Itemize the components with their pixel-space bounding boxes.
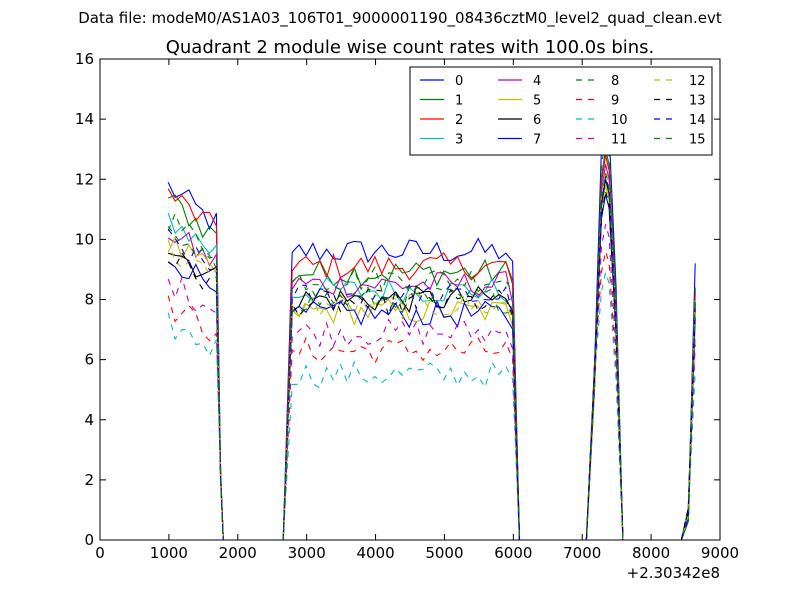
legend-label-9: 9 xyxy=(611,94,619,109)
legend-label-4: 4 xyxy=(533,74,541,89)
chart-title: Quadrant 2 module wise count rates with … xyxy=(166,37,655,58)
legend-label-1: 1 xyxy=(455,94,463,109)
x-tick-label: 5000 xyxy=(425,544,463,562)
legend-label-14: 14 xyxy=(689,113,706,128)
y-tick-label: 10 xyxy=(75,230,94,248)
x-tick-label: 9000 xyxy=(701,544,739,562)
x-offset-label: +2.30342e8 xyxy=(627,564,720,582)
y-tick-label: 12 xyxy=(75,170,94,188)
legend-label-13: 13 xyxy=(689,94,706,109)
legend-label-11: 11 xyxy=(611,133,628,148)
data-file-suptitle: Data file: modeM0/AS1A03_106T01_90000011… xyxy=(78,9,722,28)
legend-box xyxy=(409,66,713,156)
legend-label-0: 0 xyxy=(455,74,463,89)
y-tick-label: 16 xyxy=(75,50,94,68)
series-line-3 xyxy=(167,179,696,541)
y-tick-label: 0 xyxy=(84,531,94,549)
series-layer xyxy=(167,115,696,541)
legend-label-3: 3 xyxy=(455,133,463,148)
x-tick-label: 2000 xyxy=(219,544,257,562)
x-tick-label: 4000 xyxy=(356,544,394,562)
series-line-6 xyxy=(168,179,696,541)
legend-label-2: 2 xyxy=(455,113,463,128)
legend-label-12: 12 xyxy=(689,74,706,89)
series-line-12 xyxy=(167,170,696,541)
legend-label-10: 10 xyxy=(611,113,628,128)
x-tick-label: 3000 xyxy=(288,544,326,562)
y-tick-label: 2 xyxy=(84,471,94,489)
legend-label-15: 15 xyxy=(689,133,706,148)
legend-label-5: 5 xyxy=(533,94,541,109)
axis-ticks: 0 1000 2000 3000 4000 5000 6000 7000 8000 9000 0 2 4… xyxy=(75,50,739,562)
x-tick-label: 7000 xyxy=(563,544,601,562)
y-tick-label: 14 xyxy=(75,110,94,128)
x-tick-label: 6000 xyxy=(494,544,532,562)
legend-label-6: 6 xyxy=(533,113,541,128)
y-tick-label: 6 xyxy=(84,351,94,369)
y-tick-label: 8 xyxy=(84,291,94,309)
x-tick-label: 0 xyxy=(95,544,105,562)
legend-label-7: 7 xyxy=(533,133,541,148)
series-line-14 xyxy=(167,176,696,541)
x-tick-label: 1000 xyxy=(150,544,188,562)
x-tick-label: 8000 xyxy=(632,544,670,562)
plot-area xyxy=(99,58,721,541)
y-tick-label: 4 xyxy=(84,411,94,429)
legend-label-8: 8 xyxy=(611,74,619,89)
